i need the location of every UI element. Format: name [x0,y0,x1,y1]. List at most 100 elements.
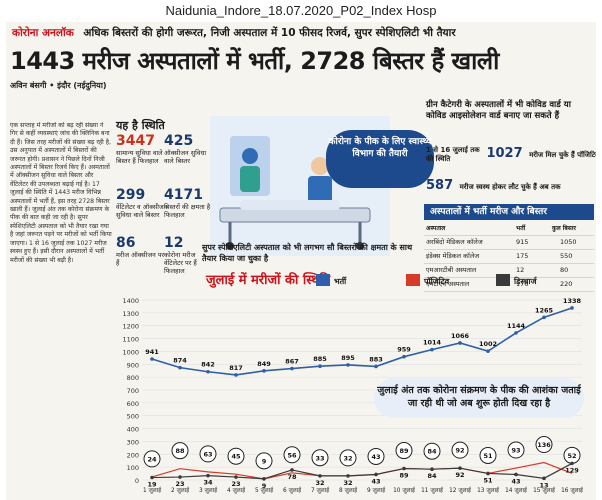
y-tick-label: 1100 [122,336,139,344]
data-label: 43 [511,477,520,485]
data-label: 895 [341,354,355,362]
fact-box: 4171 बिस्तरों की क्षमता है फिलहाल [164,188,216,234]
data-point [234,475,238,479]
data-label: 959 [397,346,411,354]
headline: 1443 मरीज अस्पतालों में भर्ती, 2728 बिस्… [10,47,499,75]
stat-value: 587 [426,178,454,193]
data-label: 32 [315,479,324,487]
data-point [374,472,378,477]
beds-value: 1050 [560,238,577,246]
data-point [402,354,406,359]
data-label: 88 [175,447,185,455]
positive-marker [171,442,189,460]
positive-marker [423,442,441,460]
image-caption: Naidunia_Indore_18.07.2020_P02_Index Hos… [0,0,602,22]
stat-label: मरीज स्वस्थ होकर लौट चुके हैं अब तक [459,183,561,191]
data-label: 1265 [535,306,554,314]
table-row: अरबिंदो मेडिकल कॉलेज 915 1050 [424,236,594,250]
data-label: 941 [145,348,159,356]
peak-warning-banner: जुलाई अंत तक कोरोना संक्रमण के पीक की आश… [374,378,584,418]
fact-label: वेंटिलेटर व ऑक्सीजन सुविधा वाले बिस्तर [116,203,168,219]
positive-marker [311,449,329,467]
y-tick-label: 100 [127,464,139,472]
table-row: एमटीएच अस्पताल 176 220 [424,278,594,292]
data-label: 93 [511,447,520,455]
data-label: 849 [257,360,271,368]
positive-marker [283,446,301,464]
recovered-stat: 1 से 16 जुलाई तक की स्थिति 1027 मरीज मिल… [426,146,596,164]
data-point [570,306,574,310]
data-label: 1144 [507,322,526,330]
stat-value: 1027 [486,146,523,161]
data-label: 129 [565,466,579,474]
legend-label: भर्ती [334,276,347,286]
data-label: 33 [315,454,324,462]
chart-title: जुलाई में मरीजों की स्थिति [205,272,331,288]
positive-marker [339,449,357,467]
data-label: 51 [483,452,493,460]
beds-value: 550 [560,252,573,260]
data-point [290,468,294,472]
data-point [178,475,182,479]
y-tick-label: 300 [127,438,139,446]
fact-value: 86 [116,235,136,251]
data-label: 885 [313,355,327,363]
data-label: 43 [371,477,380,485]
x-tick-label: 4 जुलाई [227,486,246,494]
data-label: 45 [231,453,241,461]
data-point [150,475,154,480]
data-point [150,357,154,361]
column-header: अस्पताल [426,225,446,232]
admitted-value: 12 [516,266,525,274]
fact-label: सामान्य सुविधा वाले बिस्तर हैं फिलहाल [116,149,163,165]
data-point [318,364,322,369]
fact-label: कोरोना मरीज वेंटिलेटर पर हैं फिलहाल [164,251,197,275]
data-label: 23 [175,480,184,488]
data-point [514,472,518,477]
data-point [486,471,490,476]
data-point [402,466,406,471]
fact-box: 299 वेंटिलेटर व ऑक्सीजन सुविधा वाले बिस्… [116,188,168,234]
data-label: 56 [287,451,297,459]
legend-swatch [496,274,510,286]
positive-marker [143,450,161,468]
positive-marker [479,446,497,464]
data-label: 89 [399,472,409,480]
data-point [430,467,434,471]
right-intro: ग्रीन कैटेगरी के अस्पतालों में भी कोविड … [426,100,571,121]
data-point [262,369,266,373]
y-tick-label: 700 [127,387,139,395]
x-tick-label: 11 जुलाई [421,486,444,494]
y-tick-label: 1300 [122,310,139,318]
data-label: 1014 [423,339,442,347]
positive-marker [255,452,273,470]
x-tick-label: 12 जुलाई [449,486,472,494]
series-line-3 [151,462,573,480]
byline: अविन बंसगी • इंदौर (नईदुनिया) [10,81,107,90]
data-point [346,363,350,367]
admitted-value: 176 [516,280,529,288]
fact-value: 12 [164,235,184,251]
stat-label: मरीज मिल चुके हैं पॉजिटिव [529,151,596,159]
kicker-text: अधिक बिस्तरों की होगी जरूरत, निजी अस्पता… [83,27,456,39]
facts-title: यह है स्थिति [116,119,165,132]
july-patients-chart: जुलाई में मरीजों की स्थिति भर्ती पॉजिटिव डि… [116,266,596,500]
legend-label: पॉजिटिव [423,276,450,286]
x-tick-label: 1 जुलाई [143,486,162,494]
y-tick-label: 0 [135,477,139,485]
fact-value: 3447 [116,133,155,149]
illustration-caption: सुपर स्पेशिएलिटी अस्पताल को भी लगभग सौ ब… [202,243,413,263]
positive-marker [451,441,469,459]
x-tick-label: 9 जुलाई [367,486,386,494]
data-label: 883 [369,355,383,363]
data-point [262,477,266,481]
x-tick-label: 3 जुलाई [199,486,218,494]
positive-marker [535,436,553,454]
data-label: 43 [371,453,380,461]
data-label: 63 [203,450,212,458]
data-point [206,369,210,374]
y-tick-label: 500 [127,413,139,421]
positive-marker [367,447,385,465]
hospital-bed-illustration [210,116,390,256]
table-header: अस्पताल भर्ती कुल बिस्तर [424,222,594,236]
